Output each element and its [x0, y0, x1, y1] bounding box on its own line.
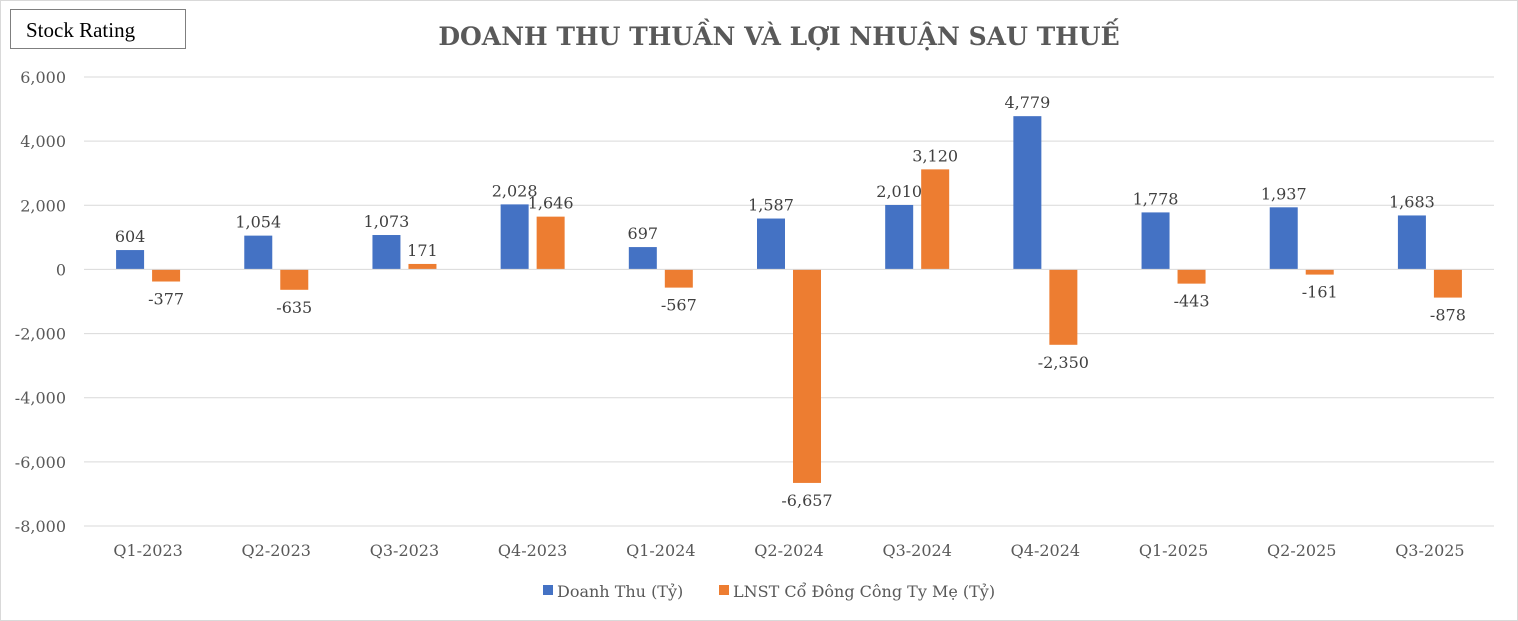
y-tick-label: -4,000	[15, 389, 66, 408]
data-label: -567	[661, 296, 697, 315]
data-label: 171	[407, 241, 438, 260]
data-label: -443	[1174, 292, 1210, 311]
y-tick-label: 6,000	[20, 68, 66, 87]
bars	[116, 116, 1462, 483]
y-tick-label: -6,000	[15, 453, 66, 472]
data-label: -161	[1302, 283, 1338, 302]
bar	[1013, 116, 1042, 270]
bar	[536, 216, 565, 270]
x-tick-label: Q2-2025	[1267, 541, 1336, 560]
x-tick-label: Q3-2024	[882, 541, 951, 560]
x-tick-label: Q2-2024	[754, 541, 823, 560]
bar	[500, 204, 529, 270]
x-tick-label: Q1-2023	[113, 541, 182, 560]
data-label: 1,054	[235, 213, 281, 232]
x-tick-label: Q4-2024	[1011, 541, 1080, 560]
bar	[757, 218, 785, 270]
bar	[628, 247, 657, 270]
stock-rating-badge: Stock Rating	[10, 9, 186, 49]
bar	[1269, 207, 1298, 270]
x-tick-label: Q4-2023	[498, 541, 567, 560]
x-axis-ticks: Q1-2023 Q2-2023 Q3-2023 Q4-2023 Q1-2024 Q2-20…	[113, 541, 1464, 560]
bar	[1397, 215, 1426, 270]
bar	[1305, 269, 1334, 275]
legend-label: Doanh Thu (Tỷ)	[557, 582, 683, 601]
chart-title: DOANH THU THUẦN VÀ LỢI NHUẬN SAU THUẾ	[438, 19, 1119, 51]
bar	[152, 269, 181, 282]
bar	[664, 269, 693, 288]
y-tick-label: 2,000	[20, 196, 66, 215]
legend-swatch	[719, 585, 729, 595]
data-label: 1,683	[1389, 192, 1435, 211]
bar	[280, 269, 309, 290]
x-tick-label: Q1-2024	[626, 541, 695, 560]
bar	[244, 235, 273, 270]
data-label: 1,073	[364, 212, 410, 231]
bar	[1433, 269, 1462, 298]
data-label: 4,779	[1004, 93, 1050, 112]
legend-swatch	[543, 585, 553, 595]
x-tick-label: Q2-2023	[242, 541, 311, 560]
data-label: 2,028	[492, 181, 538, 200]
data-label: -6,657	[781, 491, 832, 510]
data-label: 1,587	[748, 196, 794, 215]
legend-label: LNST Cổ Đông Công Ty Mẹ (Tỷ)	[733, 582, 995, 601]
legend: Doanh Thu (Tỷ) LNST Cổ Đông Công Ty Mẹ (T…	[543, 582, 995, 601]
x-tick-label: Q3-2023	[370, 541, 439, 560]
data-label: 1,646	[528, 194, 574, 213]
bar	[372, 235, 401, 270]
data-label: 1,937	[1261, 184, 1307, 203]
y-tick-label: -2,000	[15, 325, 66, 344]
y-axis-ticks: 6,000 4,000 2,000 0 -2,000 -4,000 -6,000 -8,000	[15, 68, 66, 536]
bar	[116, 250, 145, 270]
x-tick-label: Q3-2025	[1395, 541, 1464, 560]
bar	[885, 204, 914, 270]
y-tick-label: 0	[56, 260, 66, 279]
bar	[1177, 269, 1206, 284]
bar	[793, 269, 821, 483]
data-label: -635	[276, 298, 312, 317]
x-tick-label: Q1-2025	[1139, 541, 1208, 560]
data-label: 2,010	[876, 182, 922, 201]
data-label: 3,120	[912, 146, 958, 165]
data-label: -2,350	[1038, 353, 1089, 372]
grid-lines	[84, 76, 1494, 527]
data-label: -878	[1430, 306, 1466, 325]
data-label: 1,778	[1133, 189, 1179, 208]
data-label: -377	[148, 290, 184, 309]
bar	[1049, 269, 1078, 345]
bar	[408, 263, 437, 270]
bar	[921, 169, 950, 270]
y-tick-label: 4,000	[20, 132, 66, 151]
data-label: 604	[115, 227, 146, 246]
y-tick-label: -8,000	[15, 517, 66, 536]
bar	[1141, 212, 1170, 270]
data-label: 697	[628, 224, 659, 243]
